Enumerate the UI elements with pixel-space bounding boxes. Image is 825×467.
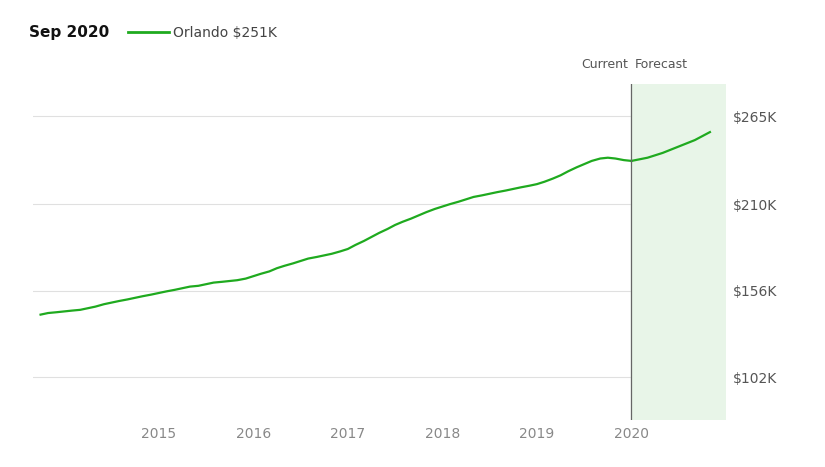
Text: Forecast: Forecast: [634, 57, 687, 71]
Bar: [631, 84, 726, 420]
Text: Sep 2020: Sep 2020: [29, 25, 109, 40]
Text: Orlando $251K: Orlando $251K: [173, 26, 277, 40]
Text: Current: Current: [582, 57, 629, 71]
